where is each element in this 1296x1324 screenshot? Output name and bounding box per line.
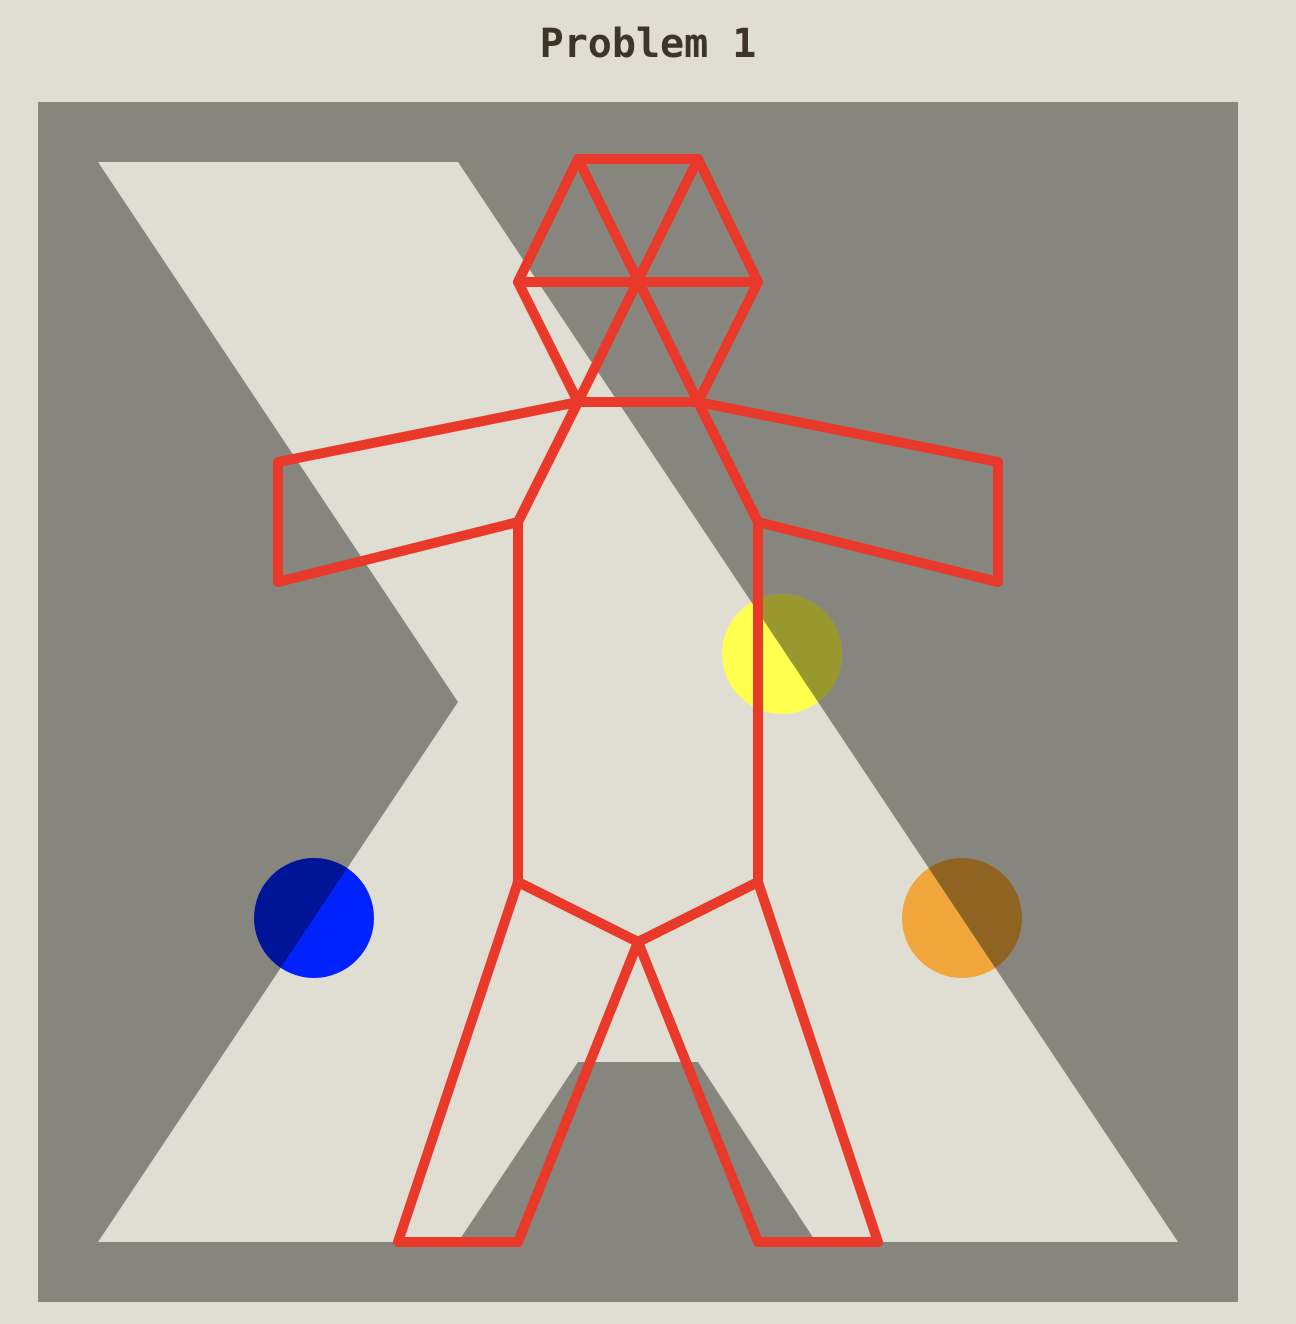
left-leg: [393, 877, 643, 1247]
puzzle-board: [38, 102, 1238, 1302]
target-silhouette: [98, 162, 1178, 1242]
yellow-marker[interactable]: [722, 594, 842, 714]
figure-outline: [273, 154, 1003, 1247]
orange-marker[interactable]: [902, 858, 1022, 978]
right-leg: [633, 877, 883, 1247]
page-title: Problem 1: [539, 21, 757, 67]
marker-group: [254, 594, 1022, 978]
blue-marker[interactable]: [254, 858, 374, 978]
puzzle-canvas: [38, 102, 1238, 1302]
